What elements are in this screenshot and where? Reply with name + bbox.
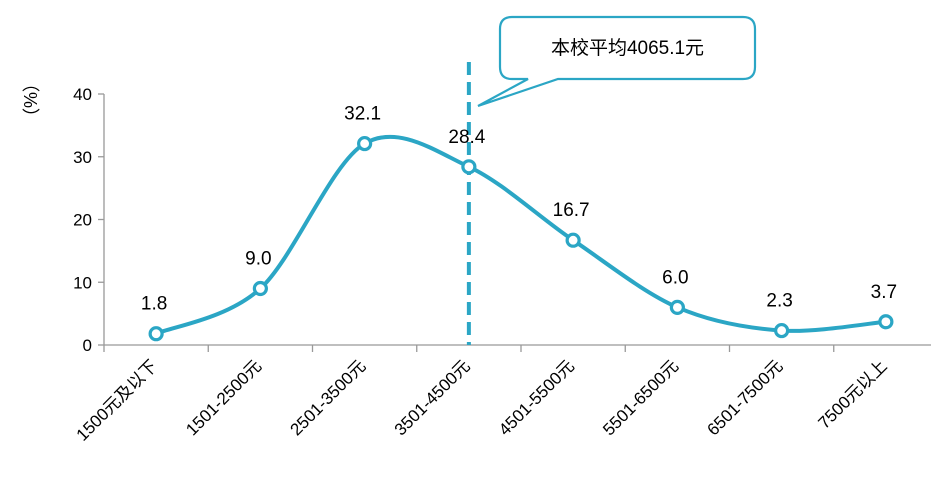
- data-points: [148, 135, 894, 342]
- y-tick-label: 20: [73, 211, 92, 230]
- series-line: [154, 134, 888, 336]
- data-label: 3.7: [871, 282, 897, 303]
- data-point: [878, 314, 894, 330]
- data-point: [252, 280, 268, 297]
- category-labels: 1500元及以下 1501-2500元 2501-3500元 3501-4500元 45…: [73, 356, 891, 444]
- data-label: 32.1: [344, 104, 381, 125]
- category-label: 1501-2500元: [182, 356, 265, 439]
- y-tick-label: 10: [73, 273, 92, 292]
- data-labels: 1.8 9.0 32.1 28.4 16.7 6.0 2.3 3.7: [141, 104, 897, 315]
- y-tick-label: 40: [73, 85, 92, 104]
- average-callout-label: 本校平均4065.1元: [551, 37, 704, 59]
- data-label: 16.7: [553, 200, 590, 221]
- data-label: 6.0: [662, 267, 688, 288]
- category-label: 3501-4500元: [391, 356, 474, 439]
- data-label: 2.3: [766, 291, 792, 312]
- average-callout-box: [477, 15, 757, 108]
- y-axis-label: （%）: [20, 74, 40, 126]
- category-label: 1500元及以下: [73, 356, 161, 444]
- category-label: 5501-6500元: [599, 356, 682, 439]
- data-label: 28.4: [448, 127, 485, 148]
- data-label: 1.8: [141, 294, 167, 315]
- y-tick-label: 0: [83, 336, 92, 355]
- data-point: [461, 159, 477, 175]
- data-point: [669, 299, 685, 315]
- average-reference: 本校平均4065.1元: [466, 15, 757, 345]
- category-label: 2501-3500元: [287, 356, 370, 439]
- data-label: 9.0: [245, 249, 271, 270]
- data-point: [774, 322, 790, 339]
- data-point: [357, 135, 373, 152]
- category-label: 4501-5500元: [495, 356, 578, 439]
- y-ticks: 0 10 20 30 40: [73, 85, 104, 355]
- category-label: 7500元以上: [814, 356, 890, 432]
- y-tick-label: 30: [73, 148, 92, 167]
- axes: 0 10 20 30 40: [73, 85, 931, 355]
- category-label: 6501-7500元: [704, 356, 787, 439]
- data-point: [148, 326, 164, 342]
- data-point: [565, 232, 581, 248]
- x-ticks: [103, 345, 835, 352]
